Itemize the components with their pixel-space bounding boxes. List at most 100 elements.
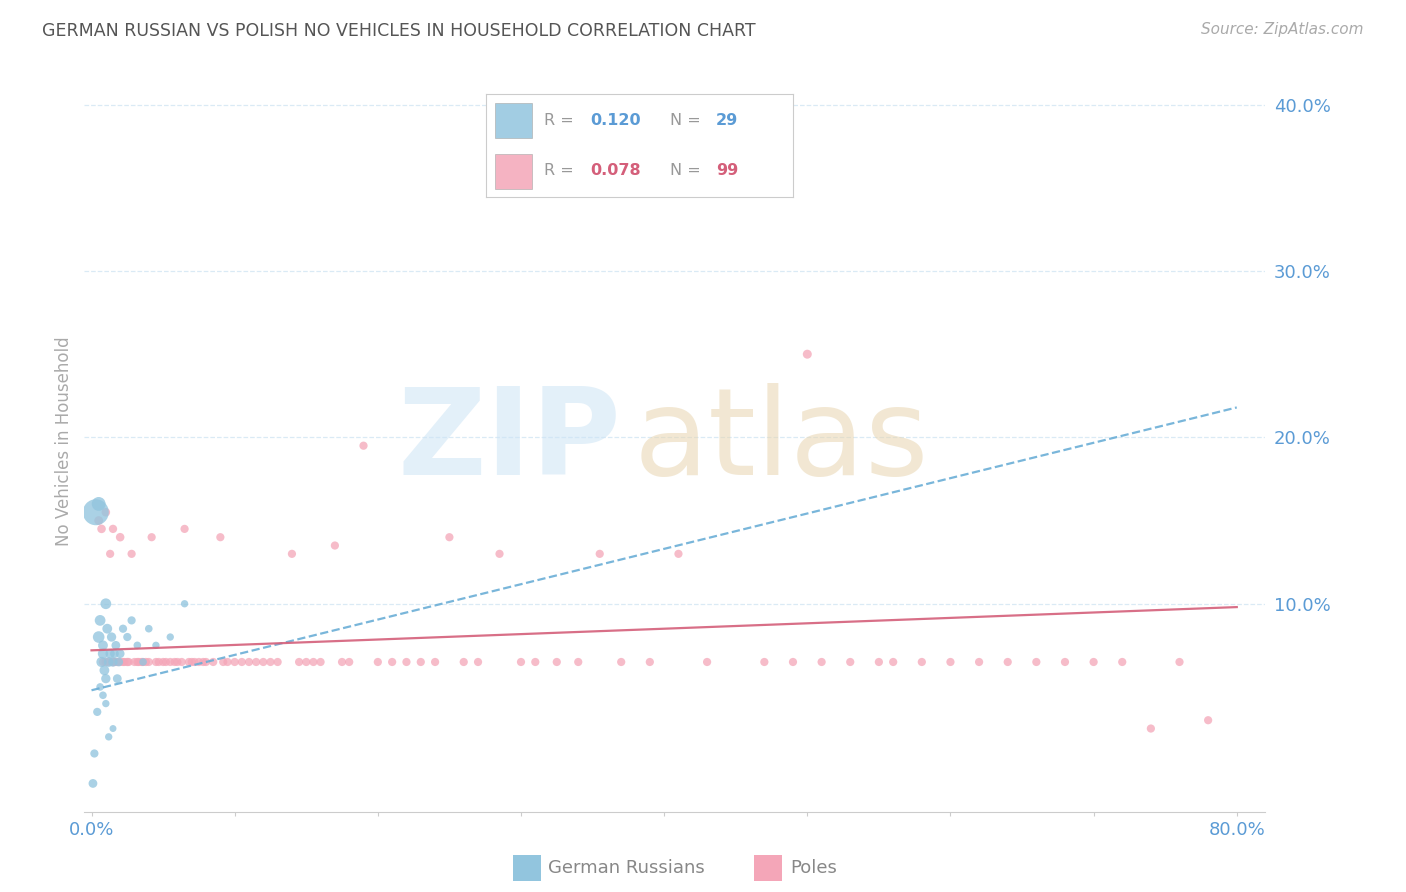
Point — [1168, 655, 1191, 669]
Point — [882, 655, 904, 669]
Point — [127, 655, 149, 669]
Point — [97, 655, 120, 669]
Point — [395, 655, 418, 669]
Point — [100, 630, 122, 644]
Point — [337, 655, 360, 669]
Point — [488, 547, 510, 561]
Point — [195, 655, 218, 669]
Point — [868, 655, 890, 669]
Point — [754, 655, 776, 669]
Point — [1025, 655, 1047, 669]
Point — [101, 655, 124, 669]
Point — [911, 655, 934, 669]
Point — [94, 655, 117, 669]
Point — [638, 655, 661, 669]
Point — [141, 530, 163, 544]
Point — [98, 647, 121, 661]
Point — [101, 722, 124, 736]
Point — [98, 547, 121, 561]
Point — [610, 655, 633, 669]
Point — [252, 655, 274, 669]
Point — [159, 655, 181, 669]
Point — [546, 655, 568, 669]
Point — [90, 522, 112, 536]
Point — [170, 655, 193, 669]
Point — [132, 655, 155, 669]
Point — [132, 655, 155, 669]
Point — [323, 539, 346, 553]
Point — [111, 655, 134, 669]
Point — [224, 655, 246, 669]
Point — [238, 655, 260, 669]
Point — [266, 655, 288, 669]
Y-axis label: No Vehicles in Household: No Vehicles in Household — [55, 336, 73, 547]
Point — [82, 776, 104, 790]
Point — [1053, 655, 1076, 669]
Point — [409, 655, 432, 669]
Point — [93, 663, 115, 677]
Point — [91, 647, 114, 661]
Point — [101, 522, 124, 536]
Point — [288, 655, 311, 669]
Point — [810, 655, 832, 669]
Point — [567, 655, 589, 669]
Point — [166, 655, 188, 669]
Point — [117, 655, 139, 669]
Point — [467, 655, 489, 669]
Point — [187, 655, 209, 669]
Point — [202, 655, 225, 669]
Point — [173, 597, 195, 611]
Point — [121, 614, 143, 628]
Point — [87, 630, 110, 644]
Point — [245, 655, 267, 669]
Point — [97, 655, 120, 669]
Text: Source: ZipAtlas.com: Source: ZipAtlas.com — [1201, 22, 1364, 37]
Point — [367, 655, 389, 669]
Point — [510, 655, 533, 669]
Point — [259, 655, 281, 669]
Point — [163, 655, 186, 669]
Point — [423, 655, 446, 669]
Point — [117, 630, 139, 644]
Text: Poles: Poles — [790, 859, 837, 877]
Point — [997, 655, 1019, 669]
Point — [118, 655, 141, 669]
Point — [1197, 713, 1219, 727]
Point — [89, 680, 111, 694]
Point — [138, 622, 160, 636]
Point — [89, 614, 111, 628]
Point — [302, 655, 325, 669]
Point — [94, 505, 117, 519]
Point — [159, 630, 181, 644]
Point — [131, 655, 153, 669]
Point — [155, 655, 177, 669]
Point — [114, 655, 136, 669]
Point — [782, 655, 804, 669]
Point — [91, 655, 114, 669]
Point — [104, 655, 127, 669]
Point — [84, 505, 107, 519]
Point — [353, 439, 375, 453]
Point — [193, 655, 215, 669]
Point — [183, 655, 205, 669]
Point — [309, 655, 332, 669]
Point — [97, 730, 120, 744]
Point — [696, 655, 718, 669]
Point — [295, 655, 318, 669]
Point — [668, 547, 690, 561]
Point — [108, 530, 131, 544]
Point — [212, 655, 235, 669]
Point — [105, 672, 128, 686]
Point — [145, 638, 167, 652]
Point — [107, 655, 129, 669]
Point — [91, 638, 114, 652]
Point — [87, 497, 110, 511]
Point — [330, 655, 353, 669]
Point — [83, 747, 105, 761]
Point — [724, 181, 747, 195]
Point — [108, 655, 131, 669]
Point — [381, 655, 404, 669]
Point — [94, 697, 117, 711]
Point — [173, 522, 195, 536]
Point — [148, 655, 170, 669]
